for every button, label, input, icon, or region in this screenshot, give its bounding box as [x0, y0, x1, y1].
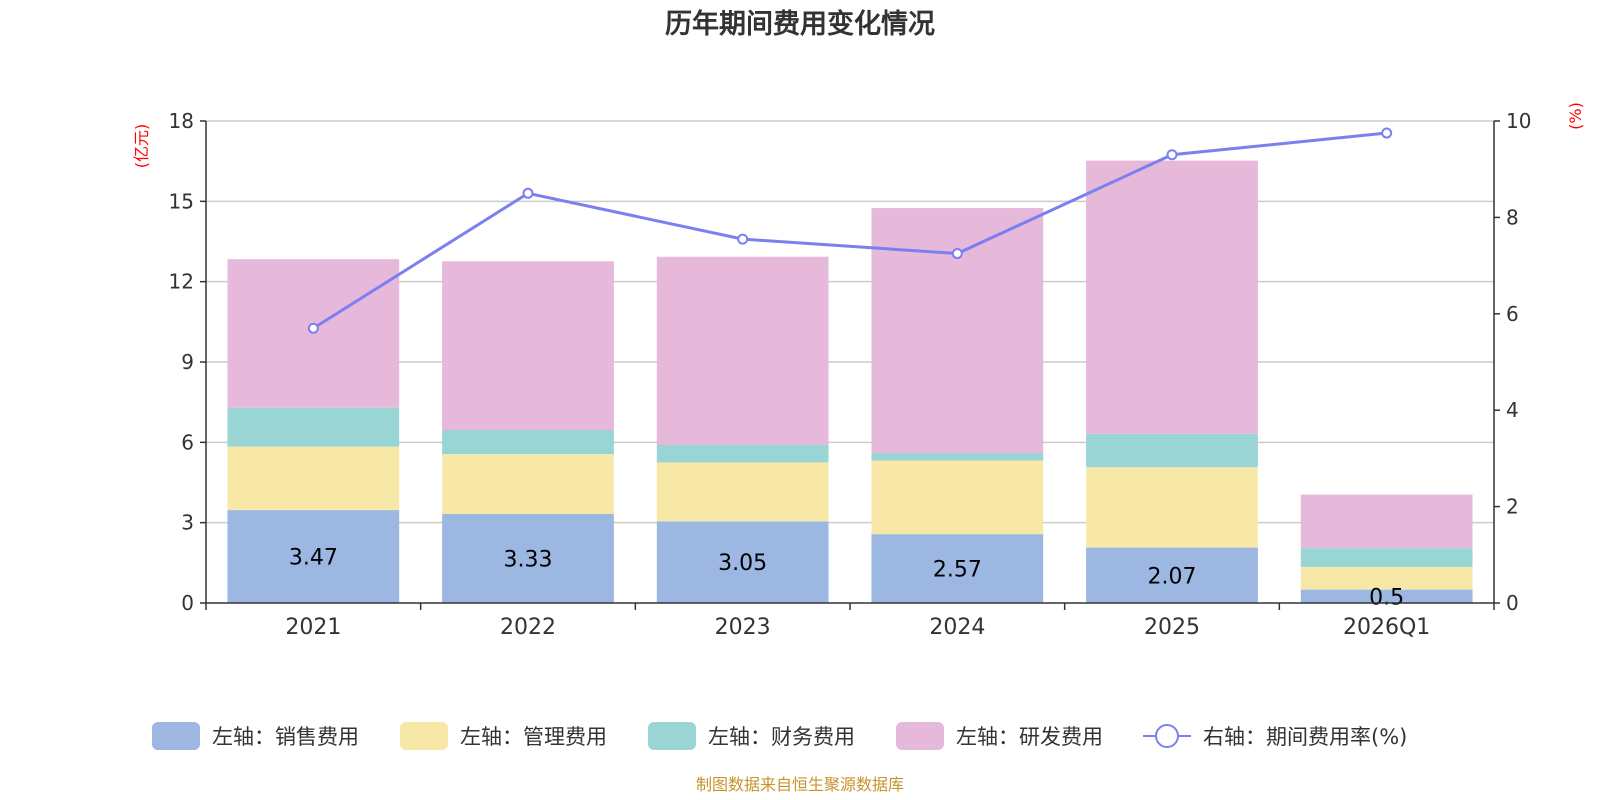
- legend-marker: [1155, 724, 1179, 748]
- grid-lines: [206, 120, 1494, 524]
- legend: 左轴：销售费用 左轴：管理费用 左轴：财务费用 左轴：研发费用 右轴：期间费用率(%): [152, 722, 1407, 750]
- bar-segment: [1086, 547, 1258, 603]
- left-tick-label: 12: [169, 270, 194, 294]
- bar-data-label: 0.5: [1369, 585, 1404, 610]
- bar-data-label: 3.33: [504, 547, 553, 572]
- bar-segment: [871, 453, 1044, 461]
- right-tick-label: 10: [1506, 109, 1531, 133]
- legend-label: 左轴：财务费用: [708, 725, 855, 749]
- right-tick-label: 6: [1506, 302, 1519, 326]
- legend-swatch: [896, 722, 944, 750]
- bar-segment: [1300, 566, 1473, 590]
- legend-swatch: [152, 722, 200, 750]
- x-tick-label: 2026Q1: [1343, 615, 1430, 640]
- left-tick-label: 15: [169, 189, 194, 213]
- legend-label: 右轴：期间费用率(%): [1203, 725, 1407, 749]
- bars-layer: [227, 160, 1473, 603]
- left-tick-label: 18: [169, 109, 194, 133]
- bar-data-label: 2.07: [1148, 564, 1197, 589]
- bar-segment: [871, 534, 1044, 603]
- bar-segment: [1300, 548, 1473, 567]
- bar-segment: [656, 256, 829, 446]
- x-tick-label: 2025: [1144, 615, 1200, 640]
- right-axis-unit: (%): [1566, 102, 1585, 130]
- legend-swatch: [400, 722, 448, 750]
- x-tick-label: 2021: [285, 615, 341, 640]
- legend-label: 左轴：管理费用: [460, 725, 607, 749]
- rate-line-layer: [307, 127, 1393, 334]
- left-tick-label: 9: [181, 350, 194, 374]
- bar-data-label: 3.05: [718, 551, 767, 576]
- rate-point: [522, 187, 534, 199]
- bar-segment: [442, 454, 614, 514]
- bar-segment: [227, 510, 400, 603]
- data-labels: 3.47 3.33 3.05 2.57 2.07 0.5: [289, 546, 1404, 611]
- bar-data-label: 2.57: [933, 558, 982, 583]
- x-tick-label: 2023: [715, 615, 771, 640]
- bar-segment: [656, 462, 829, 522]
- bar-segment: [227, 446, 400, 511]
- bar-segment: [227, 407, 400, 447]
- bar-segment: [656, 521, 829, 603]
- bar-segment: [656, 445, 829, 463]
- bar-segment: [1300, 494, 1473, 549]
- axes: 0 3 6 9 12 15 18 0 2 4 6 8 10 2021 2022 2023 2024 2025 202…: [169, 109, 1532, 640]
- left-tick-label: 0: [181, 591, 194, 615]
- source-footer: 制图数据来自恒生聚源数据库: [696, 775, 904, 794]
- right-tick-label: 2: [1506, 495, 1519, 519]
- rate-point: [951, 248, 963, 260]
- rate-point: [737, 233, 749, 245]
- legend-swatch: [648, 722, 696, 750]
- bar-segment: [442, 513, 614, 603]
- rate-point: [1166, 149, 1178, 161]
- legend-label: 左轴：研发费用: [956, 725, 1103, 749]
- right-tick-label: 8: [1506, 205, 1519, 229]
- bar-segment: [871, 208, 1044, 454]
- right-tick-label: 0: [1506, 591, 1519, 615]
- chart-title: 历年期间费用变化情况: [665, 8, 935, 40]
- bar-segment: [871, 460, 1044, 535]
- x-tick-label: 2022: [500, 615, 556, 640]
- bar-segment: [1300, 589, 1473, 603]
- right-tick-label: 4: [1506, 398, 1519, 422]
- bar-segment: [1086, 433, 1258, 468]
- left-tick-label: 3: [181, 511, 194, 535]
- bar-data-label: 3.47: [289, 546, 338, 571]
- bar-segment: [1086, 160, 1258, 434]
- legend-label: 左轴：销售费用: [212, 725, 359, 749]
- rate-point: [1381, 127, 1393, 139]
- x-tick-label: 2024: [929, 615, 985, 640]
- bar-segment: [1086, 467, 1258, 548]
- rate-line: [312, 131, 1387, 330]
- left-axis-unit: (亿元): [132, 124, 151, 169]
- left-tick-label: 6: [181, 430, 194, 454]
- bar-segment: [442, 261, 614, 431]
- bar-segment: [442, 430, 614, 455]
- rate-point: [307, 322, 319, 334]
